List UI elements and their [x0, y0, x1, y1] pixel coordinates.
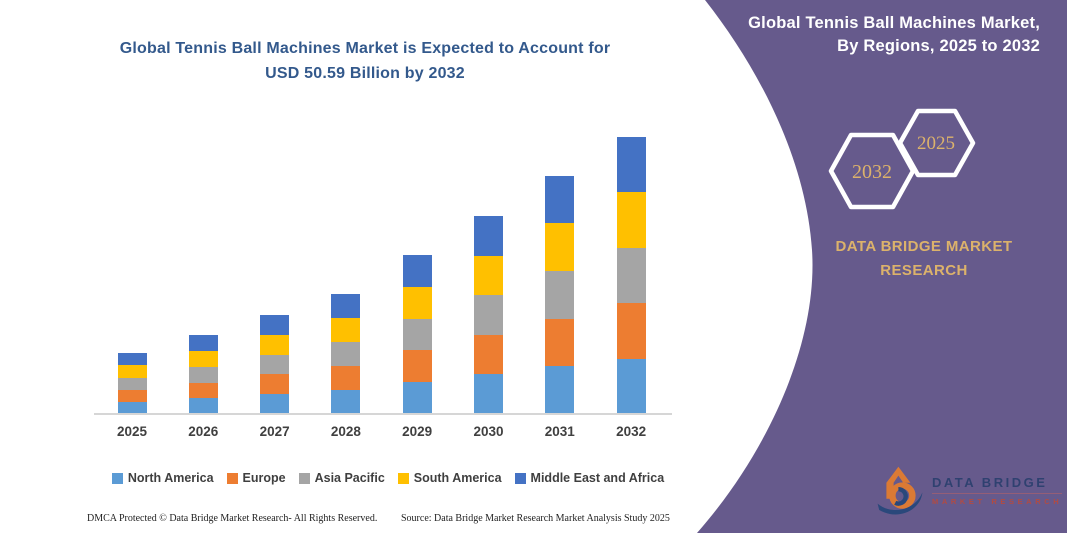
x-axis-label-2029: 2029	[402, 424, 433, 439]
legend-swatch	[298, 472, 310, 484]
x-axis-label-2026: 2026	[188, 424, 219, 439]
panel-title-line1: Global Tennis Ball Machines Market,	[748, 14, 1040, 32]
logo-inner-b	[894, 486, 908, 506]
bar-segment-2030-europe	[474, 334, 503, 375]
legend-swatch	[226, 472, 238, 484]
chart-title: Global Tennis Ball Machines Market is Ex…	[65, 36, 665, 86]
bar-segment-2027-north-america	[260, 394, 290, 414]
bar-segment-2031-north-america	[545, 366, 575, 414]
logo-text-market-research: MARKET RESEARCH	[932, 496, 1063, 506]
bar-segment-2027-asia-pacific	[260, 354, 290, 375]
bar-segment-2030-north-america	[474, 374, 503, 414]
legend-label: North America	[127, 471, 214, 485]
chart-region: Global Tennis Ball Machines Market is Ex…	[65, 36, 698, 524]
hexagon-2032: 2032	[828, 132, 916, 210]
hexagon-2025-outline	[898, 108, 976, 178]
bar-segment-2025-europe	[117, 389, 147, 402]
bar-segment-2029-asia-pacific	[402, 318, 432, 351]
hexagon-2025-year: 2025	[917, 133, 955, 154]
bar-segment-2032-asia-pacific	[616, 247, 646, 304]
legend-item-middle-east-and-africa: Middle East and Africa	[514, 471, 665, 485]
bar-segment-2026-asia-pacific	[188, 366, 218, 383]
logo-bowl-ring	[889, 482, 916, 509]
bar-segment-2028-south-america	[331, 318, 361, 343]
bar-segment-2025-north-america	[117, 401, 147, 414]
brand-wordmark: DATA BRIDGE MARKET RESEARCH	[804, 235, 1044, 283]
bar-segment-2031-europe	[545, 318, 575, 367]
bar-segment-2029-europe	[402, 350, 432, 383]
bar-segment-2029-middle-east-and-africa	[402, 255, 432, 287]
x-axis-label-2032: 2032	[616, 424, 647, 439]
bar-segment-2025-middle-east-and-africa	[117, 353, 147, 366]
legend-swatch	[397, 472, 409, 484]
hexagon-2032-year: 2032	[852, 161, 892, 183]
bar-segment-2030-middle-east-and-africa	[474, 216, 503, 256]
bar-segment-2031-asia-pacific	[545, 271, 575, 319]
legend-item-north-america: North America	[111, 471, 214, 485]
bar-segment-2030-asia-pacific	[474, 295, 503, 335]
x-axis-label-2030: 2030	[473, 424, 504, 439]
hexagon-2025: 2025	[898, 108, 976, 178]
legend-label: Asia Pacific	[314, 471, 385, 485]
bar-segment-2026-south-america	[188, 351, 218, 367]
bar-segment-2032-south-america	[616, 192, 646, 248]
legend-label: Europe	[242, 471, 286, 485]
bar-segment-2032-middle-east-and-africa	[616, 136, 646, 193]
bar-segment-2027-south-america	[260, 334, 290, 355]
bar-segment-2032-europe	[616, 303, 646, 359]
hexagon-2032-outline	[828, 132, 916, 210]
panel-title: Global Tennis Ball Machines Market, By R…	[700, 12, 1040, 58]
bar-segment-2025-south-america	[117, 365, 147, 378]
bar-segment-2027-middle-east-and-africa	[260, 314, 290, 335]
footer-source: Source: Data Bridge Market Research Mark…	[401, 513, 670, 524]
brand-line2: RESEARCH	[880, 262, 968, 279]
bar-segment-2025-asia-pacific	[117, 377, 147, 390]
legend-swatch	[514, 472, 526, 484]
bar-segment-2027-europe	[260, 374, 290, 395]
x-axis-label-2025: 2025	[116, 424, 148, 439]
panel-shape	[697, 0, 1067, 533]
bar-segment-2031-south-america	[545, 223, 575, 272]
legend-item-asia-pacific: Asia Pacific	[298, 471, 385, 485]
x-axis-line	[94, 413, 672, 415]
bar-segment-2028-middle-east-and-africa	[331, 294, 361, 319]
chart-title-line1: Global Tennis Ball Machines Market is Ex…	[119, 40, 611, 57]
bar-segment-2031-middle-east-and-africa	[545, 175, 575, 224]
logo-text-data-bridge: DATA BRIDGE	[932, 475, 1063, 494]
bar-segment-2028-north-america	[331, 390, 361, 414]
chart-legend: North America Europe Asia Pacific South Ame…	[78, 471, 698, 485]
footer-dmca: DMCA Protected © Data Bridge Market Rese…	[87, 513, 378, 524]
bar-segment-2026-north-america	[188, 398, 218, 414]
x-axis-label-2028: 2028	[330, 424, 361, 439]
legend-label: Middle East and Africa	[530, 471, 665, 485]
dbmr-logo: DATA BRIDGE MARKET RESEARCH	[876, 462, 1063, 518]
bar-segment-2028-asia-pacific	[331, 342, 361, 367]
legend-item-south-america: South America	[397, 471, 502, 485]
dbmr-logo-icon	[877, 466, 923, 515]
bar-segment-2028-europe	[331, 366, 361, 391]
logo-text-block: DATA BRIDGE MARKET RESEARCH	[932, 475, 1063, 506]
x-axis-label-2027: 2027	[259, 424, 290, 439]
panel-title-line2: By Regions, 2025 to 2032	[837, 37, 1040, 55]
legend-swatch	[111, 472, 123, 484]
legend-label: South America	[413, 471, 502, 485]
brand-line1: DATA BRIDGE MARKET	[835, 238, 1013, 255]
x-axis-label-2031: 2031	[544, 424, 575, 439]
bar-segment-2029-south-america	[402, 286, 432, 319]
bar-segment-2029-north-america	[402, 382, 432, 414]
bar-segment-2026-middle-east-and-africa	[188, 335, 218, 352]
bar-segment-2026-europe	[188, 382, 218, 399]
logo-swoosh	[877, 492, 923, 515]
bar-segment-2032-north-america	[616, 358, 646, 414]
chart-title-line2: USD 50.59 Billion by 2032	[265, 65, 465, 82]
legend-item-europe: Europe	[226, 471, 286, 485]
bar-segment-2030-south-america	[474, 255, 503, 296]
